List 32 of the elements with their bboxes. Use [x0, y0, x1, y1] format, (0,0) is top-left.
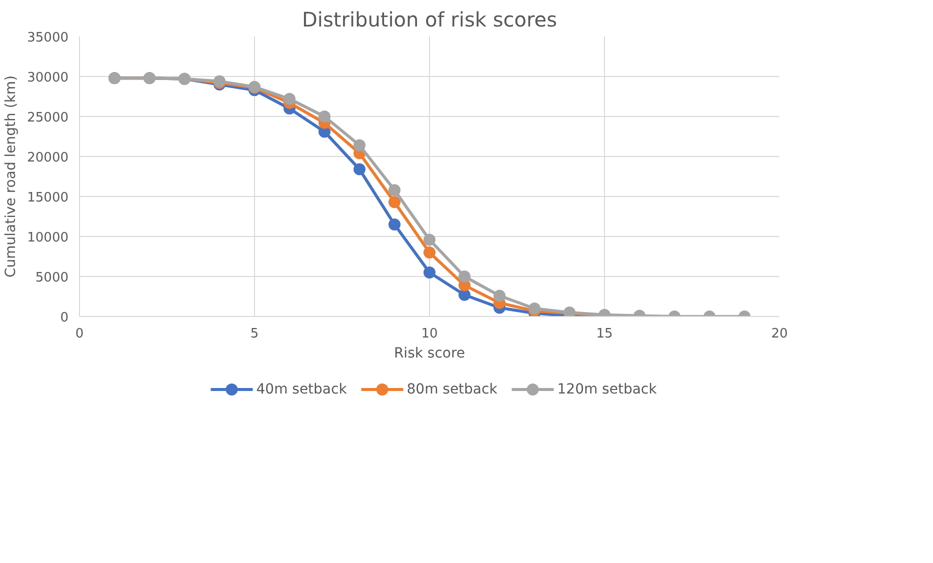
point — [424, 234, 436, 246]
legend-label: 40m setback — [256, 382, 348, 398]
y-tick-label: 30000 — [27, 70, 69, 86]
y-tick-label: 10000 — [27, 230, 69, 246]
point — [424, 266, 436, 278]
y-tick-label: 20000 — [27, 150, 69, 166]
legend-label: 120m setback — [557, 382, 658, 398]
y-tick-label: 35000 — [27, 30, 69, 46]
point — [318, 110, 330, 122]
chart-title: Distribution of risk scores — [302, 8, 557, 32]
point — [354, 163, 366, 176]
x-axis-title: Risk score — [394, 346, 466, 362]
y-tick-label: 5000 — [35, 270, 69, 286]
x-tick-label: 15 — [596, 326, 613, 342]
point — [388, 184, 400, 196]
x-tick-label: 20 — [771, 326, 788, 342]
y-tick-label: 15000 — [27, 190, 69, 206]
point — [424, 246, 436, 258]
point — [494, 290, 506, 302]
x-tick-label: 10 — [421, 326, 438, 342]
x-tick-label: 5 — [250, 326, 259, 342]
y-tick-label: 0 — [60, 310, 69, 326]
y-axis-title: Cumulative road length (km) — [3, 75, 20, 278]
x-tick-label: 0 — [75, 326, 84, 342]
point — [388, 218, 400, 230]
point — [388, 196, 400, 208]
point — [284, 92, 296, 105]
legend-label: 80m setback — [406, 382, 498, 398]
point — [354, 139, 366, 152]
point — [458, 270, 470, 282]
point — [458, 288, 470, 301]
y-tick-label: 25000 — [27, 110, 69, 126]
